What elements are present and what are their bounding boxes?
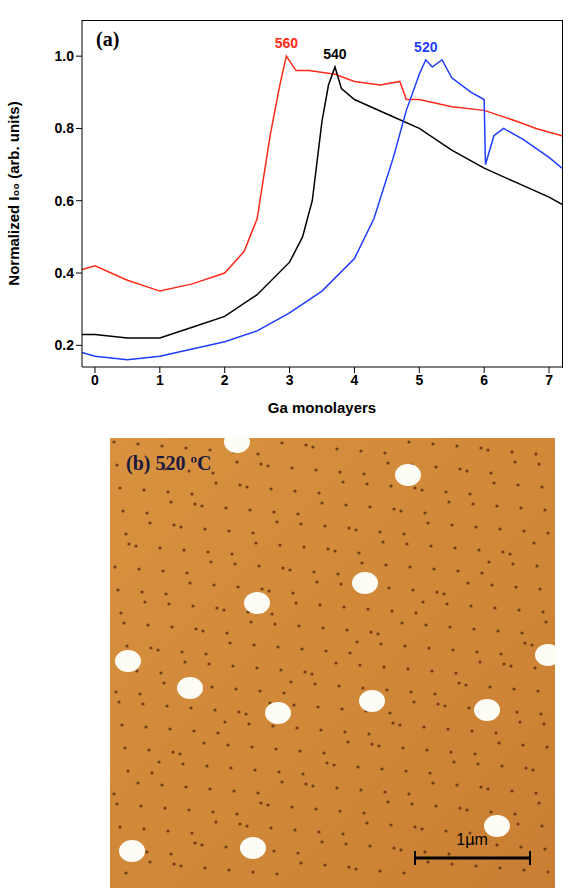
svg-text:1.0: 1.0 [55, 48, 75, 64]
svg-text:520: 520 [414, 39, 438, 55]
svg-text:1: 1 [156, 372, 164, 388]
svg-text:Normalized I₀₀ (arb. units): Normalized I₀₀ (arb. units) [5, 101, 22, 285]
svg-text:Ga monolayers: Ga monolayers [268, 399, 376, 416]
html-text:(a): (a) [96, 28, 120, 50]
svg-text:4: 4 [351, 372, 359, 388]
svg-text:(b) 520 ºC: (b) 520 ºC [126, 452, 212, 475]
svg-text:0: 0 [91, 372, 99, 388]
svg-text:540: 540 [323, 46, 347, 62]
svg-text:3: 3 [286, 372, 294, 388]
svg-text:560: 560 [275, 35, 299, 51]
svg-text:6: 6 [480, 372, 488, 388]
svg-text:0.6: 0.6 [55, 193, 75, 209]
svg-text:7: 7 [545, 372, 553, 388]
svg-text:0.8: 0.8 [55, 120, 75, 136]
svg-text:2: 2 [221, 372, 229, 388]
svg-text:0.2: 0.2 [55, 337, 75, 353]
svg-text:5: 5 [415, 372, 423, 388]
svg-text:1μm: 1μm [456, 831, 487, 848]
svg-text:0.4: 0.4 [55, 265, 75, 281]
